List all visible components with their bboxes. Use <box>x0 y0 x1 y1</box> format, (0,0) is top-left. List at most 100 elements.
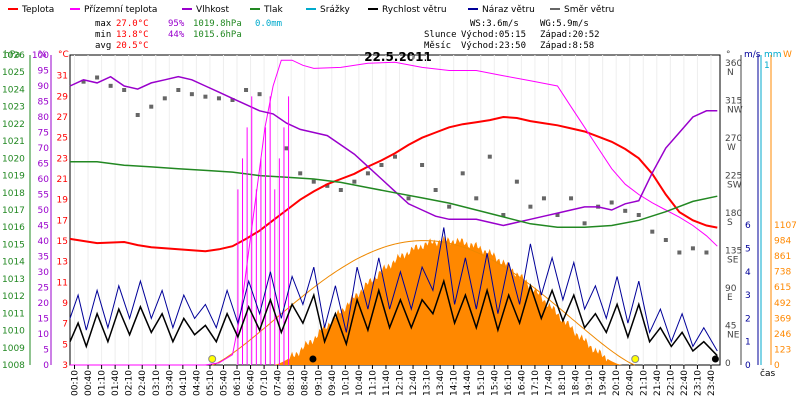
sunrise-time: Východ:05:15 <box>461 30 526 40</box>
series-line-1 <box>70 59 718 366</box>
humidity-tick-16: 80 <box>38 113 50 123</box>
x-tick-label-17: 08:40 <box>301 370 311 396</box>
x-tick-label-9: 04:40 <box>192 370 202 396</box>
x-tick-label-29: 14:40 <box>463 370 473 396</box>
direction-compass-1: NE <box>727 331 740 341</box>
x-tick-label-27: 13:40 <box>436 370 446 396</box>
temperature-tick-10: 23 <box>57 154 68 164</box>
pressure-tick-16: 1024 <box>2 85 25 95</box>
humidity-tick-14: 70 <box>38 144 50 154</box>
wind-dir-point-1 <box>95 75 100 80</box>
moon-event-1 <box>711 355 719 363</box>
astro-info: WS:3.6m/s WG:5.9m/s Slunce Východ:05:15 … <box>424 19 600 51</box>
x-tick-label-3: 01:40 <box>111 370 121 396</box>
wind-dir-point-16 <box>311 179 316 184</box>
direction-compass-5: SW <box>727 181 742 191</box>
moonrise-time: Východ:23:50 <box>461 41 526 51</box>
wind-dir-point-26 <box>447 204 452 209</box>
wind-dir-point-40 <box>636 213 641 217</box>
plot-area <box>69 54 721 366</box>
x-tick-label-28: 14:10 <box>450 370 460 396</box>
pressure-tick-14: 1022 <box>2 120 25 130</box>
stats-min-label: min <box>95 30 111 40</box>
temperature-tick-9: 21 <box>57 175 68 185</box>
sun-event-1 <box>631 355 640 363</box>
direction-tick-0: 0 <box>725 359 731 369</box>
wind-dir-point-34 <box>555 213 560 217</box>
pressure-axis-unit: hPa <box>4 50 20 60</box>
wind-dir-point-30 <box>501 213 506 217</box>
direction-compass-8: N <box>727 68 734 78</box>
wind-tick-3: 3 <box>745 291 751 301</box>
solar-tick-0: 0 <box>774 361 780 371</box>
sun-event-0 <box>208 355 217 363</box>
wind-dir-point-9 <box>203 94 208 99</box>
series-line-0 <box>69 115 718 253</box>
x-tick-label-13: 06:40 <box>247 370 257 396</box>
wind-dir-point-45 <box>704 250 709 255</box>
stats-avg-temp: 20.5°C <box>116 41 149 51</box>
wind-dir-point-27 <box>460 171 465 176</box>
pressure-tick-6: 1014 <box>2 258 25 268</box>
wind-dir-point-14 <box>284 146 289 151</box>
x-tick-label-45: 22:40 <box>680 370 690 396</box>
pressure-tick-10: 1018 <box>2 189 25 199</box>
x-tick-label-40: 20:10 <box>612 370 622 396</box>
x-tick-label-8: 04:10 <box>179 370 189 396</box>
wind-tick-6: 6 <box>745 221 751 231</box>
x-tick-label-22: 11:10 <box>368 370 378 396</box>
stats-max-temp: 27.0°C <box>116 19 149 29</box>
wind-dir-point-19 <box>352 179 357 184</box>
wind-dir-point-41 <box>650 229 655 234</box>
x-tick-label-16: 08:10 <box>287 370 297 396</box>
stats-min-press: 1015.6hPa <box>193 30 242 40</box>
pressure-tick-9: 1017 <box>2 206 25 216</box>
wind-dir-point-0 <box>81 79 86 84</box>
wind-speed-line <box>69 278 718 357</box>
x-tick-label-19: 09:40 <box>328 370 338 396</box>
sun-label: Slunce <box>424 30 457 40</box>
wind-dir-point-43 <box>677 250 682 255</box>
humidity-tick-8: 40 <box>38 237 50 247</box>
pressure-tick-0: 1008 <box>2 361 25 371</box>
x-tick-label-37: 18:40 <box>572 370 582 396</box>
x-tick-label-44: 22:10 <box>666 370 676 396</box>
x-tick-label-47: 23:40 <box>707 370 717 396</box>
stats-max-hum: 95% <box>168 19 185 29</box>
wind-dir-point-15 <box>298 171 303 176</box>
humidity-tick-9: 45 <box>38 222 49 232</box>
wind-dir-point-22 <box>393 154 397 159</box>
x-tick-label-35: 17:40 <box>544 370 554 396</box>
wind-dir-point-12 <box>244 88 249 92</box>
series-line-3 <box>70 161 718 228</box>
solar-tick-9: 1107 <box>774 221 797 231</box>
wind-dir-point-2 <box>108 83 113 88</box>
wind-dir-point-10 <box>216 96 221 101</box>
wind-tick-4: 4 <box>745 268 751 278</box>
x-tick-label-36: 18:10 <box>558 370 568 396</box>
temperature-tick-4: 11 <box>57 278 68 288</box>
direction-compass-6: W <box>727 143 736 153</box>
wind-dir-point-32 <box>528 204 533 209</box>
solar-tick-6: 738 <box>774 268 791 278</box>
x-tick-label-15: 07:40 <box>274 370 284 396</box>
temperature-tick-2: 7 <box>62 320 68 330</box>
solar-tick-7: 861 <box>774 252 791 262</box>
x-ticks: 00:10 00:40 01:10 01:40 02:10 02:40 03:10 03:40… <box>71 365 717 396</box>
x-tick-label-31: 15:40 <box>490 370 500 396</box>
wind-speed-summary: WS:3.6m/s <box>470 19 519 29</box>
x-tick-label-14: 07:10 <box>260 370 270 396</box>
temperature-tick-14: 31 <box>57 72 68 82</box>
wind-dir-point-38 <box>609 200 614 205</box>
legend-label-7: Směr větru <box>564 5 614 15</box>
direction-tick-4: 180 <box>725 209 742 219</box>
pressure-tick-2: 1010 <box>2 327 25 337</box>
x-tick-label-23: 11:40 <box>382 370 392 396</box>
legend: Teplota Přízemní teplota Vlhkost Tlak Srážky… <box>8 5 614 15</box>
wind-tick-0: 0 <box>745 361 751 371</box>
right-axes: 045NE90E135SE180S225SW270W315NW360N01234… <box>725 55 797 371</box>
x-tick-label-46: 23:10 <box>693 370 703 396</box>
temperature-tick-12: 27 <box>57 113 68 123</box>
solar-tick-5: 615 <box>774 283 791 293</box>
